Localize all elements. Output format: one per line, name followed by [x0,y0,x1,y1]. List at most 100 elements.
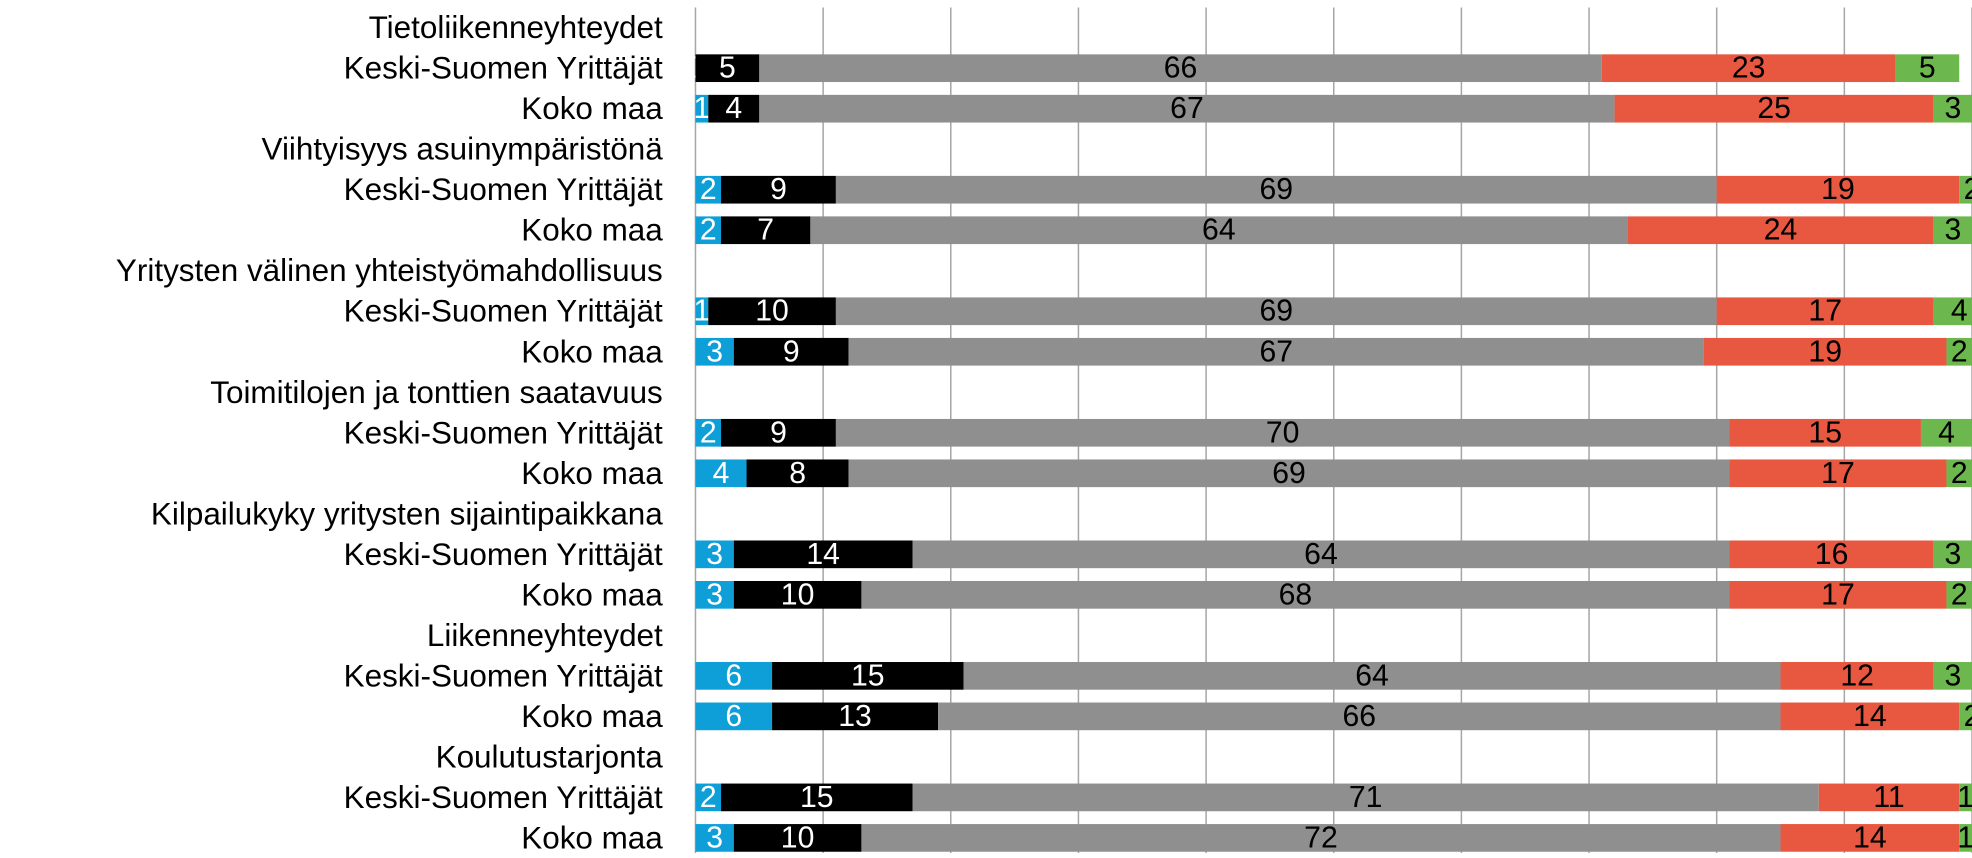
data-label: 4 [725,92,742,125]
bar-segment [721,783,913,812]
bar-segment [1601,54,1896,83]
y-tick-label: Tietoliikenneyhteydet [369,10,663,45]
data-label: 70 [1266,416,1300,449]
bar-segment [695,297,709,326]
data-label: 10 [755,295,789,328]
bar-segment [746,459,849,488]
bar-segment [1959,783,1972,812]
y-tick-label: Keski-Suomen Yrittäjät [344,294,663,329]
y-tick-label: Keski-Suomen Yrittäjät [344,415,663,450]
bar-segment [695,175,722,204]
data-label: 14 [1853,821,1887,853]
data-label: 3 [706,335,723,368]
data-label: 3 [1944,538,1961,571]
data-label: 17 [1821,457,1855,490]
data-label: 17 [1808,295,1842,328]
y-tick-label: Koko maa [521,213,663,248]
bar-segment [912,540,1730,569]
bar-segment [1716,297,1934,326]
bar-segment [1780,702,1960,731]
data-label: 69 [1260,173,1294,206]
data-label: 2 [1951,578,1968,611]
data-label: 6 [725,700,742,733]
data-label: 69 [1260,295,1294,328]
y-tick-label: Yritysten välinen yhteistyömahdollisuus [116,253,663,288]
bar-segment [1933,662,1972,690]
data-label: 1 [693,295,710,328]
bar-segment [759,54,1602,83]
data-label: 7 [757,214,774,247]
bar-segment [1959,175,1972,204]
bar-segment [1703,337,1947,366]
bar-segment [1895,54,1960,83]
data-label: 13 [838,700,872,733]
data-label: 9 [770,173,787,206]
bar-segment [1946,337,1972,366]
bar-segment [772,702,939,731]
data-label: 71 [1349,781,1383,814]
data-label: 3 [1944,214,1961,247]
bar-segment [938,702,1781,731]
y-tick-label: Koko maa [521,456,663,491]
bar-segment [1818,783,1960,812]
bar-segment [912,783,1819,812]
data-label: 3 [706,538,723,571]
data-label: 15 [1808,416,1842,449]
data-label: 72 [1304,821,1338,853]
bar-segment [733,580,862,609]
data-label: 16 [1815,538,1849,571]
bar-segment [695,337,734,366]
bar-segment [695,580,734,609]
bar-segment [1729,459,1947,488]
y-tick-label: Kilpailukyky yritysten sijaintipaikkana [151,496,663,531]
bar-segment [772,662,964,690]
bar-segment [848,337,1704,366]
bar-segment [695,783,722,812]
bar-segment [695,216,722,245]
data-label: 2 [1964,173,1972,206]
data-label: 2 [700,173,717,206]
bar-segment [721,216,811,245]
bar-segment [1946,580,1972,609]
data-label: 19 [1808,335,1842,368]
bar-segment [861,824,1781,852]
bar-segment [695,54,760,83]
data-label: 3 [1944,92,1961,125]
data-label: 2 [700,781,717,814]
y-tick-label: Keski-Suomen Yrittäjät [344,537,663,572]
bar-segment [708,297,836,326]
bar-segment [1729,580,1947,609]
y-tick-label: Keski-Suomen Yrittäjät [344,780,663,815]
data-label: 67 [1170,92,1204,125]
data-label: 64 [1202,214,1236,247]
bar-segment [1729,540,1934,569]
y-tick-label: Koko maa [521,577,663,612]
y-tick-label: Koko maa [521,699,663,734]
data-label: 4 [1938,416,1955,449]
data-label: 8 [789,457,806,490]
bar-segment [835,175,1717,204]
bar-segment [695,459,747,488]
bar-segment [695,702,773,731]
data-label: 64 [1304,538,1338,571]
bar-segment [1933,94,1972,123]
bar-segment [695,662,773,690]
bar-segment [708,94,760,123]
bar-segment [1780,824,1960,852]
bar-segment [1780,662,1934,690]
data-label: 5 [719,52,736,85]
data-label: 24 [1764,214,1798,247]
data-label: 9 [770,416,787,449]
data-label: 2 [700,416,717,449]
y-tick-label: Koko maa [521,91,663,126]
data-label: 3 [706,578,723,611]
data-label: 66 [1164,52,1198,85]
data-label: 10 [781,821,815,853]
y-tick-label: Viihtyisyys asuinympäristönä [262,132,664,167]
data-label: 1 [1957,821,1972,853]
data-label: 23 [1732,52,1766,85]
data-label: 4 [713,457,730,490]
bar-segment [861,580,1730,609]
bar-segment [810,216,1628,245]
data-label: 5 [1919,52,1936,85]
